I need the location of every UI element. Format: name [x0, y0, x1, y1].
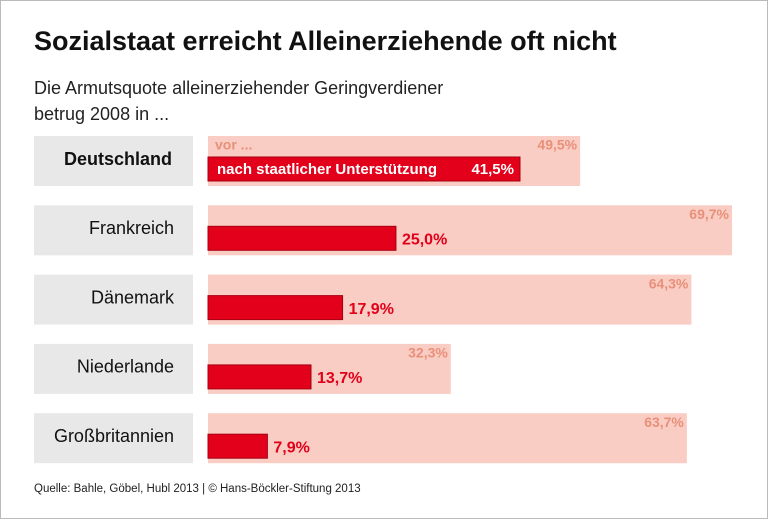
- value-label-before: 32,3%: [408, 345, 448, 361]
- bar-after: [207, 295, 344, 321]
- value-label-after: 17,9%: [349, 301, 394, 318]
- bar-after: [207, 364, 312, 390]
- bar-before: [208, 413, 687, 464]
- value-label-before: 49,5%: [537, 137, 577, 153]
- category-box: [34, 413, 193, 464]
- bar-after: [207, 433, 268, 459]
- series-label: nach staatlicher Unterstützung: [217, 161, 437, 178]
- value-label-after: 7,9%: [273, 439, 309, 456]
- chart-title: Sozialstaat erreicht Alleinerziehende of…: [34, 26, 617, 56]
- value-label-after: 25,0%: [402, 232, 447, 249]
- bar-after: [207, 225, 397, 251]
- value-label-before: 64,3%: [649, 275, 689, 291]
- category-box: [34, 343, 193, 394]
- series-label: vor ...: [215, 137, 252, 153]
- category-label: Frankreich: [89, 218, 174, 238]
- bar-after: [207, 156, 521, 182]
- source: Quelle: Bahle, Göbel, Hubl 2013 | © Hans…: [34, 483, 361, 495]
- subtitle: Die Armutsquote alleinerziehender Gering…: [34, 78, 443, 98]
- category-box: [34, 136, 193, 186]
- category-label: Deutschland: [64, 149, 172, 169]
- subtitle: betrug 2008 in ...: [34, 104, 169, 124]
- value-label-after: 41,5%: [471, 161, 514, 178]
- category-label: Niederlande: [77, 357, 174, 377]
- category-box: [34, 205, 193, 256]
- value-label-after: 13,7%: [317, 370, 362, 387]
- category-box: [34, 274, 193, 325]
- category-label: Dänemark: [91, 287, 175, 307]
- category-label: Großbritannien: [54, 426, 174, 446]
- value-label-before: 63,7%: [644, 414, 684, 430]
- value-label-before: 69,7%: [689, 206, 729, 222]
